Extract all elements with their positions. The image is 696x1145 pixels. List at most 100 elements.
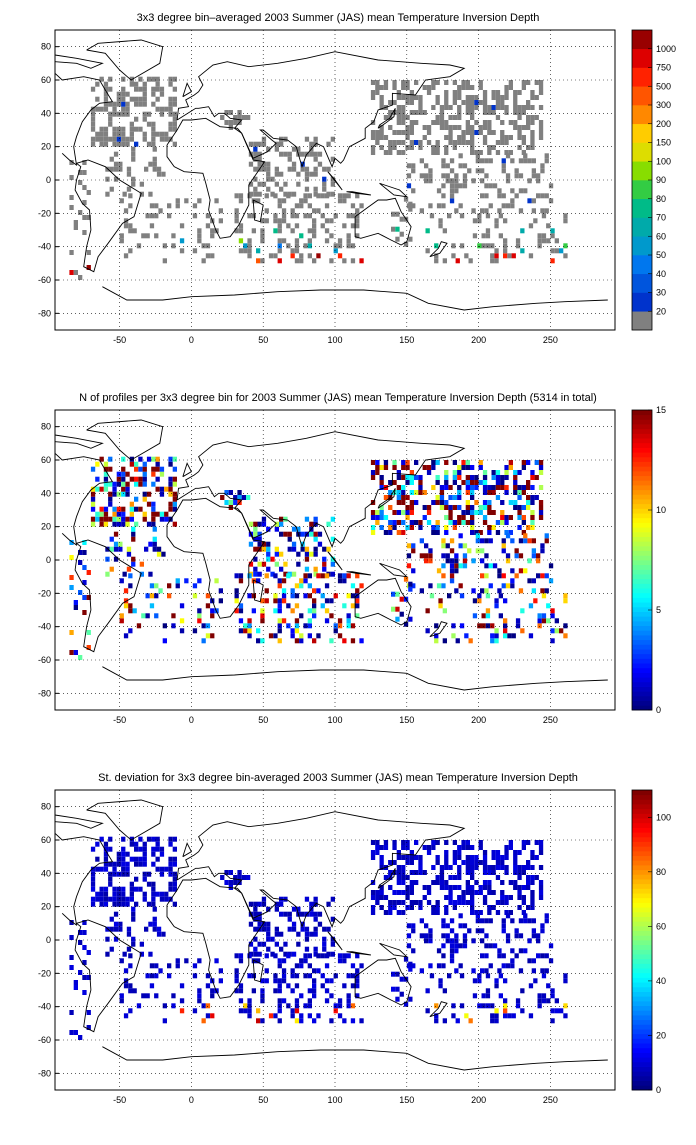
data-bin	[488, 203, 493, 209]
data-bin	[383, 530, 389, 535]
data-bin	[86, 1025, 91, 1030]
colorbar-swatch	[632, 564, 652, 570]
data-bin	[465, 475, 470, 480]
data-bin	[167, 973, 172, 979]
data-bin	[405, 855, 410, 860]
data-bin	[290, 633, 295, 639]
data-bin	[515, 1003, 521, 1009]
data-bin	[392, 890, 397, 895]
data-bin	[256, 198, 261, 204]
data-bin	[520, 988, 525, 994]
data-bin	[494, 223, 499, 229]
data-bin	[159, 136, 165, 142]
data-bin	[128, 228, 133, 234]
data-bin	[396, 890, 401, 895]
data-bin	[518, 933, 524, 939]
data-bin	[439, 115, 445, 120]
data-bin	[330, 951, 335, 957]
data-bin	[395, 226, 400, 232]
data-bin	[99, 106, 104, 112]
data-bin	[537, 238, 542, 244]
data-bin	[530, 130, 535, 135]
data-bin	[129, 506, 134, 512]
colorbar-label: 10	[656, 505, 666, 515]
data-bin	[247, 1003, 252, 1009]
colorbar-swatch	[632, 424, 652, 430]
data-bin	[337, 198, 343, 204]
data-bin	[294, 623, 300, 629]
data-bin	[142, 136, 147, 142]
data-bin	[155, 486, 160, 492]
data-bin	[261, 896, 267, 902]
data-bin	[441, 553, 446, 559]
data-bin	[554, 628, 559, 634]
colorbar-swatch	[632, 925, 652, 932]
data-bin	[69, 160, 74, 165]
data-bin	[470, 480, 475, 485]
data-bin	[491, 870, 496, 875]
data-bin	[116, 861, 121, 867]
data-bin	[504, 85, 509, 90]
data-bin	[304, 171, 310, 177]
data-bin	[257, 916, 262, 922]
data-bin	[451, 623, 456, 629]
data-bin	[447, 213, 452, 219]
data-bin	[312, 968, 317, 974]
data-bin	[277, 223, 282, 229]
data-bin	[154, 213, 159, 219]
data-bin	[458, 543, 463, 549]
data-bin	[481, 1003, 486, 1009]
data-bin	[449, 948, 455, 954]
data-bin	[192, 963, 198, 969]
data-bin	[346, 213, 351, 219]
data-bin	[481, 243, 486, 249]
data-bin	[475, 158, 480, 164]
data-bin	[482, 500, 488, 505]
data-bin	[457, 515, 462, 520]
data-bin	[247, 573, 252, 579]
data-bin	[192, 593, 198, 599]
data-bin	[449, 578, 455, 584]
data-bin	[134, 101, 139, 107]
data-bin	[151, 901, 156, 907]
data-bin	[391, 986, 396, 992]
data-bin	[277, 198, 282, 204]
data-bin	[484, 183, 489, 189]
data-bin	[494, 978, 499, 984]
data-bin	[491, 470, 496, 475]
data-bin	[296, 146, 301, 152]
data-bin	[370, 890, 376, 895]
data-bin	[159, 471, 165, 477]
data-bin	[82, 550, 87, 555]
colorbar-swatch	[632, 1043, 652, 1049]
data-bin	[330, 896, 335, 902]
data-bin	[277, 958, 282, 964]
data-bin	[444, 485, 449, 490]
data-bin	[465, 120, 470, 125]
data-bin	[134, 141, 139, 147]
data-bin	[125, 91, 130, 97]
data-bin	[452, 115, 457, 120]
data-bin	[435, 460, 440, 465]
data-bin	[290, 988, 295, 994]
data-bin	[172, 871, 177, 877]
data-bin	[505, 533, 511, 539]
data-bin	[500, 860, 505, 865]
data-bin	[406, 563, 412, 569]
data-bin	[126, 551, 132, 557]
data-bin	[471, 208, 476, 214]
data-bin	[234, 218, 239, 224]
data-bin	[470, 115, 475, 120]
data-bin	[247, 253, 252, 259]
data-bin	[448, 510, 453, 515]
data-bin	[504, 850, 509, 855]
data-bin	[116, 856, 121, 862]
data-bin	[409, 855, 414, 860]
data-bin	[264, 968, 269, 974]
data-bin	[266, 186, 271, 192]
data-bin	[470, 475, 475, 480]
colorbar-label: 50	[656, 250, 666, 260]
data-bin	[461, 465, 466, 470]
colorbar-swatch	[632, 996, 652, 1002]
data-bin	[431, 905, 436, 910]
